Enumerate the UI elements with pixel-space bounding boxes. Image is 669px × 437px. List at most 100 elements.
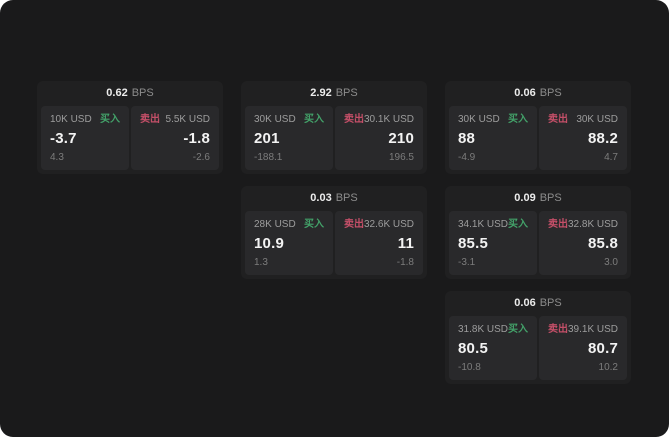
- sell-price: 88.2: [588, 130, 618, 147]
- bps-unit-label: BPS: [539, 192, 562, 204]
- sell-side-label: 卖出: [140, 114, 160, 125]
- buy-delta: 4.3: [50, 152, 64, 163]
- sell-panel[interactable]: 卖出 32.8K USD 85.8 3.0: [539, 211, 627, 275]
- buy-size: 30K USD: [458, 114, 500, 125]
- sell-panel[interactable]: 卖出 30.1K USD 210 196.5: [335, 106, 423, 170]
- sell-price: 85.8: [588, 235, 618, 252]
- buy-panel-top: 28K USD 买入: [254, 219, 324, 231]
- card-header: 2.92 BPS: [241, 81, 427, 106]
- sell-panel-top: 卖出 30.1K USD: [344, 114, 414, 126]
- buy-panel[interactable]: 28K USD 买入 10.9 1.3: [245, 211, 333, 275]
- quote-card: 0.06 BPS 31.8K USD 买入 80.5 -10.8 卖出 39.1…: [445, 291, 631, 384]
- card-header: 0.62 BPS: [37, 81, 223, 106]
- sell-delta: 10.2: [598, 362, 618, 373]
- buy-side-label: 买入: [508, 114, 528, 125]
- card-body: 10K USD 买入 -3.7 4.3 卖出 5.5K USD -1.8 -2.…: [37, 106, 223, 174]
- sell-delta: 4.7: [604, 152, 618, 163]
- buy-price: 88: [458, 130, 476, 147]
- sell-panel-top: 卖出 30K USD: [548, 114, 618, 126]
- bps-unit-label: BPS: [539, 297, 562, 309]
- buy-side-label: 买入: [304, 114, 324, 125]
- buy-price: 201: [254, 130, 280, 147]
- buy-delta: -4.9: [458, 152, 476, 163]
- buy-panel-top: 34.1K USD 买入: [458, 219, 528, 231]
- bps-value: 0.03: [310, 192, 332, 204]
- buy-side-label: 买入: [304, 219, 324, 230]
- card-body: 34.1K USD 买入 85.5 -3.1 卖出 32.8K USD 85.8…: [445, 211, 631, 279]
- sell-panel-top: 卖出 5.5K USD: [140, 114, 210, 126]
- buy-panel[interactable]: 30K USD 买入 201 -188.1: [245, 106, 333, 170]
- card-body: 30K USD 买入 88 -4.9 卖出 30K USD 88.2 4.7: [445, 106, 631, 174]
- buy-panel[interactable]: 31.8K USD 买入 80.5 -10.8: [449, 316, 537, 380]
- sell-price: 210: [388, 130, 414, 147]
- bps-unit-label: BPS: [335, 192, 358, 204]
- buy-size: 31.8K USD: [458, 324, 509, 335]
- bps-value: 0.09: [514, 192, 536, 204]
- bps-unit-label: BPS: [539, 87, 562, 99]
- buy-delta: -188.1: [254, 152, 283, 163]
- buy-panel[interactable]: 34.1K USD 买入 85.5 -3.1: [449, 211, 537, 275]
- sell-delta: -1.8: [396, 257, 414, 268]
- card-header: 0.06 BPS: [445, 291, 631, 316]
- buy-panel-top: 30K USD 买入: [458, 114, 528, 126]
- quote-card: 0.06 BPS 30K USD 买入 88 -4.9 卖出 30K USD 8…: [445, 81, 631, 174]
- bps-unit-label: BPS: [335, 87, 358, 99]
- sell-size: 32.6K USD: [364, 219, 415, 230]
- buy-size: 28K USD: [254, 219, 296, 230]
- card-body: 28K USD 买入 10.9 1.3 卖出 32.6K USD 11 -1.8: [241, 211, 427, 279]
- card-header: 0.09 BPS: [445, 186, 631, 211]
- buy-size: 30K USD: [254, 114, 296, 125]
- sell-side-label: 卖出: [548, 324, 568, 335]
- buy-size: 34.1K USD: [458, 219, 509, 230]
- buy-side-label: 买入: [508, 324, 529, 335]
- bps-unit-label: BPS: [131, 87, 154, 99]
- sell-price: -1.8: [183, 130, 210, 147]
- buy-side-label: 买入: [508, 219, 529, 230]
- quote-card: 0.62 BPS 10K USD 买入 -3.7 4.3 卖出 5.5K USD…: [37, 81, 223, 174]
- sell-delta: 196.5: [388, 152, 414, 163]
- sell-side-label: 卖出: [344, 219, 364, 230]
- sell-size: 32.8K USD: [568, 219, 619, 230]
- sell-panel[interactable]: 卖出 5.5K USD -1.8 -2.6: [131, 106, 219, 170]
- sell-delta: 3.0: [604, 257, 618, 268]
- sell-size: 5.5K USD: [165, 114, 210, 125]
- buy-panel-top: 30K USD 买入: [254, 114, 324, 126]
- sell-panel[interactable]: 卖出 32.6K USD 11 -1.8: [335, 211, 423, 275]
- buy-price: 80.5: [458, 340, 488, 357]
- buy-size: 10K USD: [50, 114, 92, 125]
- sell-panel-top: 卖出 32.8K USD: [548, 219, 618, 231]
- buy-panel-top: 10K USD 买入: [50, 114, 120, 126]
- buy-side-label: 买入: [100, 114, 120, 125]
- card-body: 30K USD 买入 201 -188.1 卖出 30.1K USD 210 1…: [241, 106, 427, 174]
- sell-panel-top: 卖出 39.1K USD: [548, 324, 618, 336]
- quote-card-grid: 0.62 BPS 10K USD 买入 -3.7 4.3 卖出 5.5K USD…: [37, 81, 631, 384]
- quote-card: 2.92 BPS 30K USD 买入 201 -188.1 卖出 30.1K …: [241, 81, 427, 174]
- buy-panel[interactable]: 30K USD 买入 88 -4.9: [449, 106, 537, 170]
- sell-panel[interactable]: 卖出 30K USD 88.2 4.7: [539, 106, 627, 170]
- card-body: 31.8K USD 买入 80.5 -10.8 卖出 39.1K USD 80.…: [445, 316, 631, 384]
- buy-delta: -3.1: [458, 257, 476, 268]
- sell-panel[interactable]: 卖出 39.1K USD 80.7 10.2: [539, 316, 627, 380]
- card-header: 0.06 BPS: [445, 81, 631, 106]
- sell-side-label: 卖出: [548, 114, 568, 125]
- card-header: 0.03 BPS: [241, 186, 427, 211]
- sell-side-label: 卖出: [344, 114, 364, 125]
- sell-size: 39.1K USD: [568, 324, 619, 335]
- sell-panel-top: 卖出 32.6K USD: [344, 219, 414, 231]
- bps-value: 0.06: [514, 297, 536, 309]
- sell-price: 80.7: [588, 340, 618, 357]
- sell-size: 30.1K USD: [364, 114, 415, 125]
- sell-side-label: 卖出: [548, 219, 568, 230]
- bps-value: 2.92: [310, 87, 332, 99]
- buy-price: 85.5: [458, 235, 488, 252]
- buy-panel-top: 31.8K USD 买入: [458, 324, 528, 336]
- buy-price: -3.7: [50, 130, 77, 147]
- sell-size: 30K USD: [576, 114, 618, 125]
- sell-delta: -2.6: [192, 152, 210, 163]
- quote-card: 0.03 BPS 28K USD 买入 10.9 1.3 卖出 32.6K US…: [241, 186, 427, 279]
- bps-value: 0.06: [514, 87, 536, 99]
- quote-card: 0.09 BPS 34.1K USD 买入 85.5 -3.1 卖出 32.8K…: [445, 186, 631, 279]
- buy-delta: -10.8: [458, 362, 481, 373]
- buy-panel[interactable]: 10K USD 买入 -3.7 4.3: [41, 106, 129, 170]
